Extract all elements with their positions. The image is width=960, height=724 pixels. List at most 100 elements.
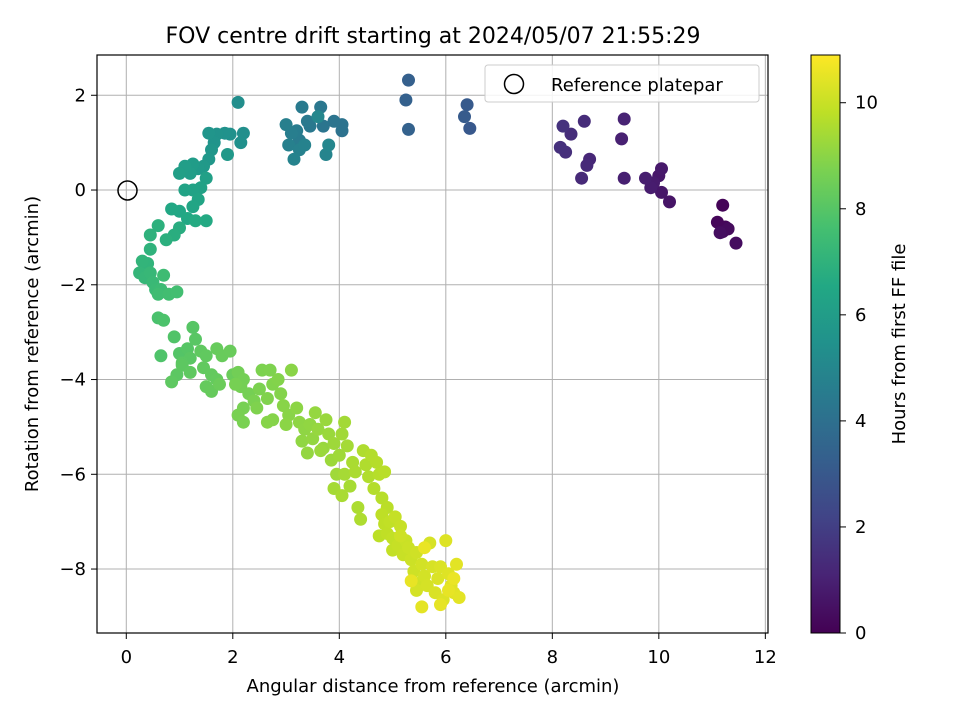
data-point [335,489,349,503]
data-point [290,401,304,415]
data-point [418,541,431,555]
data-point [234,136,248,150]
data-point [410,583,423,597]
data-point [556,119,570,133]
y-tick-label: −6 [59,464,86,485]
data-point [199,214,213,228]
x-tick-label: 4 [334,647,345,668]
legend-reference-icon [503,73,525,95]
data-point [343,479,357,493]
colorbar-tick-label: 4 [855,411,866,432]
data-point [716,198,730,212]
data-point [439,534,453,548]
data-point [458,110,471,124]
data-point [335,427,349,441]
data-point [450,557,463,571]
data-point [229,377,242,391]
data-point [359,458,373,472]
y-tick-label: −8 [59,559,86,580]
data-point [655,162,668,176]
data-point [394,529,407,543]
data-point [276,399,290,413]
data-point [370,455,384,469]
data-point [644,181,658,195]
colorbar-ticks: 0 2 4 6 8 10 [840,93,878,644]
data-point [178,183,192,197]
data-point [287,152,301,166]
data-point [199,171,213,185]
data-point [442,583,455,597]
y-tick-label: 0 [75,180,86,201]
data-point [322,138,336,152]
data-point [338,415,352,429]
data-point [300,446,314,460]
colorbar-gradient [810,54,841,634]
data-point [308,406,322,420]
data-point [319,413,333,427]
data-point [415,557,429,571]
data-point [260,392,274,405]
data-point [189,214,202,228]
data-point [274,387,288,401]
data-point [213,377,226,391]
data-point [402,73,415,87]
data-point [362,470,376,484]
data-point [367,482,381,495]
y-tick-label: −2 [59,275,86,296]
data-point [340,439,354,453]
data-point [143,242,157,256]
data-point [282,138,296,152]
data-point [402,122,415,136]
x-tick-label: 10 [647,647,670,668]
data-point [575,171,589,185]
data-point [298,138,312,152]
x-tick-label: 12 [754,647,777,668]
data-point [663,195,676,209]
y-axis-ticks: 2 0 −2 −4 −6 −8 [59,85,97,580]
data-point [460,98,474,112]
x-tick-label: 2 [227,647,238,668]
data-point [151,219,165,233]
chart-title: FOV centre drift starting at 2024/05/07 … [166,24,701,49]
legend-label: Reference platepar [551,75,723,96]
data-point [311,422,325,436]
colorbar-tick-label: 8 [855,199,866,220]
y-axis-label: Rotation from reference (arcmin) [22,196,43,492]
data-point [173,166,186,180]
data-point [223,344,237,358]
data-point [151,287,165,301]
data-point [279,418,293,431]
data-point [284,363,298,377]
data-point [617,112,631,126]
data-point [354,512,368,526]
data-point [157,268,171,282]
grid-lines [97,55,768,633]
colorbar-tick-label: 10 [855,93,878,114]
x-tick-label: 8 [547,647,558,668]
x-tick-label: 6 [440,647,451,668]
data-point [300,114,314,128]
data-point [306,432,320,446]
data-point [165,375,179,389]
colorbar-tick-label: 2 [855,517,866,538]
data-point [332,448,346,462]
data-point [348,465,362,479]
data-point [263,363,277,377]
data-point [463,121,477,135]
data-point [327,437,341,450]
data-point [157,313,171,327]
data-point [154,349,168,363]
data-point [167,330,181,344]
data-point [252,382,266,396]
x-tick-label: 0 [121,647,132,668]
colorbar-label: Hours from first FF file [889,244,910,445]
data-point [452,591,466,604]
x-axis-ticks: 0 2 4 6 8 10 12 [121,633,777,668]
data-point [713,226,727,240]
data-point [415,600,429,614]
data-point [378,465,392,479]
data-point [314,444,328,458]
data-point [351,501,365,514]
colorbar-tick-label: 0 [855,623,866,644]
